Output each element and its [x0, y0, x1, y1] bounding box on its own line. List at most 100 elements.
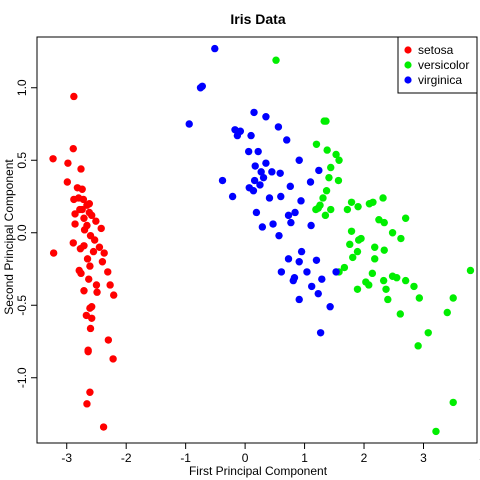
x-tick-label: 0: [242, 451, 249, 465]
y-tick-label: 0.0: [15, 224, 29, 241]
data-point-setosa: [80, 214, 88, 222]
data-point-versicolor: [349, 253, 357, 262]
data-point-virginica: [245, 184, 253, 192]
data-point-setosa: [90, 236, 99, 244]
data-point-virginica: [268, 168, 276, 176]
data-point-virginica: [250, 108, 258, 117]
data-point-versicolor: [371, 243, 379, 251]
data-point-versicolor: [379, 194, 387, 202]
data-point-virginica: [303, 268, 311, 276]
x-tick-label: 3: [420, 451, 427, 465]
data-point-setosa: [64, 159, 72, 167]
data-point-versicolor: [388, 229, 397, 237]
data-point-versicolor: [312, 140, 321, 148]
data-point-versicolor: [380, 218, 388, 227]
data-point-virginica: [211, 44, 219, 53]
y-axis: -1.0 -0.5 0.0 0.5 1.0: [15, 79, 37, 388]
data-point-virginica: [265, 194, 274, 202]
data-point-virginica: [306, 178, 315, 186]
data-point-virginica: [244, 147, 253, 156]
data-point-versicolor: [382, 285, 390, 293]
data-point-virginica: [247, 131, 255, 140]
data-point-setosa: [80, 287, 88, 295]
data-point-setosa: [100, 249, 108, 257]
data-point-versicolor: [371, 255, 379, 263]
data-point-versicolor: [466, 266, 475, 275]
data-point-setosa: [86, 324, 95, 333]
data-point-versicolor: [443, 308, 451, 317]
data-point-versicolor: [353, 285, 362, 293]
data-point-setosa: [79, 195, 88, 204]
data-point-setosa: [77, 165, 85, 173]
x-tick-label: 1: [301, 451, 308, 465]
data-point-setosa: [70, 92, 78, 101]
data-point-virginica: [295, 295, 303, 304]
data-point-virginica: [314, 289, 322, 298]
legend-marker-setosa: [404, 46, 412, 54]
legend: setosa versicolor virginica: [397, 36, 478, 94]
data-point-versicolor: [365, 200, 374, 208]
x-tick-label: -3: [61, 451, 72, 465]
data-point-versicolor: [379, 276, 388, 285]
data-point-virginica: [185, 120, 193, 128]
data-point-virginica: [289, 276, 297, 285]
data-point-versicolor: [368, 269, 377, 278]
data-point-setosa: [93, 288, 101, 296]
x-tick-label: -1: [180, 451, 191, 465]
data-point-virginica: [233, 131, 242, 140]
data-point-versicolor: [272, 56, 280, 64]
data-point-setosa: [83, 400, 91, 408]
data-point-versicolor: [347, 227, 356, 235]
data-point-versicolor: [365, 281, 373, 289]
data-point-setosa: [98, 258, 107, 266]
data-point-setosa: [95, 243, 104, 251]
data-point-setosa: [85, 275, 93, 283]
data-point-virginica: [297, 197, 305, 205]
legend-marker-versicolor: [404, 61, 412, 69]
data-point-virginica: [316, 329, 325, 337]
data-point-virginica: [291, 208, 299, 217]
data-point-versicolor: [322, 117, 330, 125]
data-point-setosa: [104, 336, 113, 344]
chart-title: Iris Data: [230, 11, 285, 27]
data-point-versicolor: [415, 294, 424, 302]
data-point-virginica: [277, 192, 285, 201]
data-point-setosa: [92, 281, 101, 289]
data-point-virginica: [308, 282, 316, 291]
data-point-virginica: [295, 258, 303, 266]
y-tick-label: -1.0: [15, 367, 29, 388]
data-point-virginica: [297, 247, 306, 256]
data-point-virginica: [277, 268, 286, 276]
data-point-setosa: [76, 245, 85, 253]
legend-label-setosa: setosa: [418, 43, 454, 57]
y-tick-label: 1.0: [15, 79, 29, 96]
data-point-versicolor: [340, 263, 349, 272]
data-point-setosa: [76, 205, 84, 214]
data-point-setosa: [71, 210, 79, 218]
data-point-virginica: [287, 218, 295, 227]
data-point-virginica: [250, 176, 259, 185]
data-point-versicolor: [397, 234, 405, 243]
data-point-versicolor: [327, 163, 335, 172]
data-point-versicolor: [449, 398, 457, 407]
data-point-setosa: [49, 155, 57, 163]
data-point-virginica: [254, 147, 262, 156]
data-point-setosa: [83, 255, 92, 263]
data-point-setosa: [83, 201, 91, 209]
data-point-versicolor: [401, 276, 410, 285]
legend-marker-virginica: [404, 76, 412, 84]
data-point-virginica: [315, 166, 323, 175]
data-point-setosa: [88, 211, 96, 220]
data-point-virginica: [307, 221, 315, 230]
data-point-setosa: [97, 224, 105, 233]
data-point-virginica: [262, 159, 270, 167]
data-point-setosa: [89, 247, 98, 256]
data-point-virginica: [256, 181, 264, 189]
data-point-versicolor: [335, 156, 343, 164]
data-point-virginica: [259, 173, 268, 182]
data-point-virginica: [262, 113, 270, 121]
data-point-virginica: [198, 82, 206, 91]
data-point-setosa: [63, 178, 72, 186]
data-point-versicolor: [323, 146, 331, 154]
